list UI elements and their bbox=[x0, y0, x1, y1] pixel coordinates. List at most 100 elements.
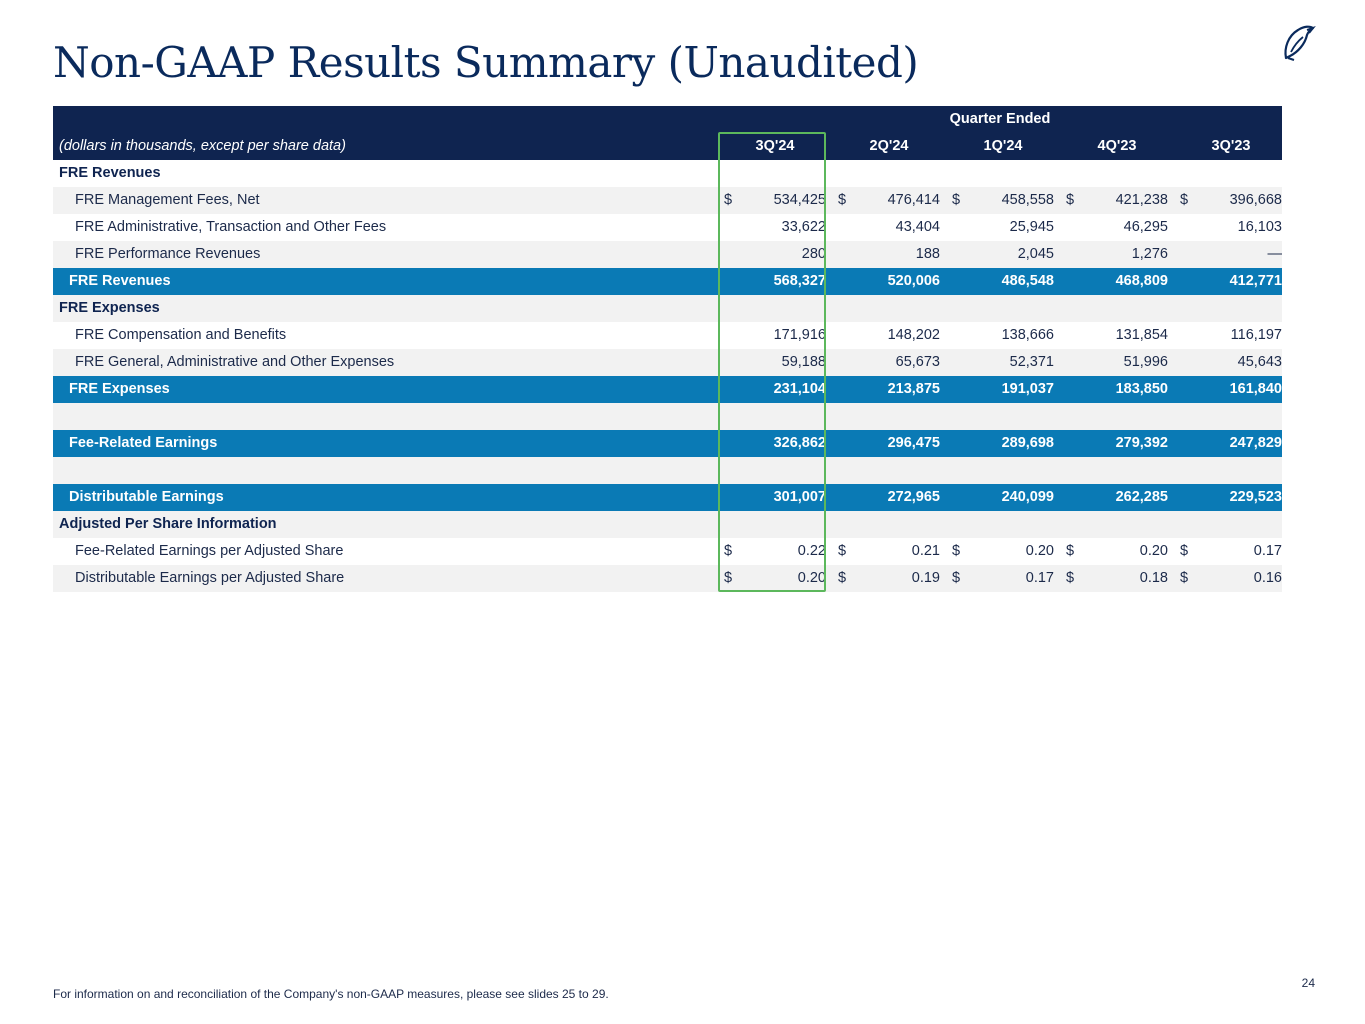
dollar-sign: $ bbox=[1180, 192, 1189, 208]
footnote: For information on and reconciliation of… bbox=[53, 987, 609, 1001]
cell-value: 280 bbox=[801, 246, 826, 262]
table-section-row: FRE Expenses bbox=[53, 295, 1282, 322]
cell-value: 520,006 bbox=[887, 273, 940, 289]
row-label: FRE Management Fees, Net bbox=[75, 192, 260, 208]
column-header: 2Q'24 bbox=[869, 138, 909, 154]
table-caption: (dollars in thousands, except per share … bbox=[59, 138, 346, 154]
dollar-sign: $ bbox=[838, 543, 847, 559]
cell-value: 171,916 bbox=[773, 327, 826, 343]
results-table: Quarter Ended (dollars in thousands, exc… bbox=[53, 106, 1282, 592]
cell-value: 279,392 bbox=[1115, 435, 1168, 451]
table-row: FRE General, Administrative and Other Ex… bbox=[53, 349, 1282, 376]
table-cell: 161,840 bbox=[1174, 376, 1288, 403]
cell-value: 534,425 bbox=[773, 192, 826, 208]
table-cell: 272,965 bbox=[832, 484, 946, 511]
table-cell: 116,197 bbox=[1174, 322, 1288, 349]
table-cell: $458,558 bbox=[946, 187, 1060, 214]
cell-value: 412,771 bbox=[1229, 273, 1282, 289]
row-label: FRE Compensation and Benefits bbox=[75, 327, 287, 343]
dollar-sign: $ bbox=[952, 192, 961, 208]
table-cell: 16,103 bbox=[1174, 214, 1288, 241]
cell-value: 468,809 bbox=[1115, 273, 1168, 289]
table-column-header: (dollars in thousands, except per share … bbox=[53, 133, 1282, 160]
table-cell: $0.22 bbox=[718, 538, 832, 565]
cell-value: 396,668 bbox=[1229, 192, 1282, 208]
table-cell: $0.21 bbox=[832, 538, 946, 565]
cell-value: 458,558 bbox=[1001, 192, 1054, 208]
column-header: 3Q'23 bbox=[1211, 138, 1251, 154]
table-row: Distributable Earnings per Adjusted Shar… bbox=[53, 565, 1282, 592]
cell-value: 0.16 bbox=[1253, 570, 1282, 586]
table-cell: $476,414 bbox=[832, 187, 946, 214]
table-cell: $0.20 bbox=[946, 538, 1060, 565]
cell-value: 138,666 bbox=[1001, 327, 1054, 343]
table-spacer-row bbox=[53, 403, 1282, 430]
dollar-sign: $ bbox=[1066, 570, 1075, 586]
bird-logo-icon bbox=[1284, 25, 1316, 61]
table-cell: 65,673 bbox=[832, 349, 946, 376]
table-cell: — bbox=[1174, 241, 1288, 268]
cell-value: 289,698 bbox=[1001, 435, 1054, 451]
cell-value: 229,523 bbox=[1229, 489, 1282, 505]
cell-value: 161,840 bbox=[1229, 381, 1282, 397]
cell-value: 131,854 bbox=[1115, 327, 1168, 343]
dollar-sign: $ bbox=[724, 192, 733, 208]
row-label: FRE Revenues bbox=[69, 273, 171, 289]
cell-value: 33,622 bbox=[781, 219, 826, 235]
table-spacer-row bbox=[53, 457, 1282, 484]
cell-value: 45,643 bbox=[1237, 354, 1282, 370]
table-cell: 247,829 bbox=[1174, 430, 1288, 457]
table-cell: 52,371 bbox=[946, 349, 1060, 376]
table-row: FRE Compensation and Benefits 171,916 148,… bbox=[53, 322, 1282, 349]
cell-value: 262,285 bbox=[1115, 489, 1168, 505]
table-cell: 240,099 bbox=[946, 484, 1060, 511]
cell-value: 52,371 bbox=[1009, 354, 1054, 370]
cell-value: 296,475 bbox=[887, 435, 940, 451]
column-header: 3Q'24 bbox=[755, 138, 795, 154]
table-cell: 280 bbox=[718, 241, 832, 268]
table-cell: 468,809 bbox=[1060, 268, 1174, 295]
cell-value: 326,862 bbox=[773, 435, 826, 451]
dollar-sign: $ bbox=[952, 543, 961, 559]
table-cell: 25,945 bbox=[946, 214, 1060, 241]
column-header: 1Q'24 bbox=[983, 138, 1023, 154]
table-row: FRE Administrative, Transaction and Othe… bbox=[53, 214, 1282, 241]
table-cell: $421,238 bbox=[1060, 187, 1174, 214]
cell-value: 25,945 bbox=[1009, 219, 1054, 235]
cell-value: 0.17 bbox=[1025, 570, 1054, 586]
table-cell: $0.19 bbox=[832, 565, 946, 592]
table-row: FRE Management Fees, Net $534,425 $476,414… bbox=[53, 187, 1282, 214]
cell-value: 16,103 bbox=[1237, 219, 1282, 235]
table-cell: 296,475 bbox=[832, 430, 946, 457]
cell-value: 213,875 bbox=[887, 381, 940, 397]
table-cell: 43,404 bbox=[832, 214, 946, 241]
table-cell: 520,006 bbox=[832, 268, 946, 295]
cell-value: 0.22 bbox=[797, 543, 826, 559]
table-body: FRE Revenues FRE Management Fees, Net $534… bbox=[53, 160, 1282, 592]
row-label: FRE Expenses bbox=[59, 300, 160, 316]
cell-value: 183,850 bbox=[1115, 381, 1168, 397]
cell-value: 0.20 bbox=[1025, 543, 1054, 559]
cell-value: 272,965 bbox=[887, 489, 940, 505]
cell-value: 0.21 bbox=[911, 543, 940, 559]
cell-value: 421,238 bbox=[1115, 192, 1168, 208]
table-cell: 262,285 bbox=[1060, 484, 1174, 511]
row-label: Distributable Earnings bbox=[69, 489, 224, 505]
cell-value: 0.20 bbox=[797, 570, 826, 586]
dollar-sign: $ bbox=[952, 570, 961, 586]
dollar-sign: $ bbox=[724, 543, 733, 559]
table-cell: 138,666 bbox=[946, 322, 1060, 349]
table-cell: 2,045 bbox=[946, 241, 1060, 268]
cell-value: 59,188 bbox=[781, 354, 826, 370]
cell-value: 116,197 bbox=[1230, 327, 1282, 343]
dollar-sign: $ bbox=[838, 192, 847, 208]
cell-value: 46,295 bbox=[1123, 219, 1168, 235]
table-cell: $396,668 bbox=[1174, 187, 1288, 214]
cell-value: 231,104 bbox=[773, 381, 826, 397]
cell-value: 148,202 bbox=[887, 327, 940, 343]
row-label: FRE Performance Revenues bbox=[75, 246, 261, 262]
table-cell: 1,276 bbox=[1060, 241, 1174, 268]
table-row: Fee-Related Earnings per Adjusted Share $… bbox=[53, 538, 1282, 565]
table-cell: $0.20 bbox=[718, 565, 832, 592]
table-cell: 568,327 bbox=[718, 268, 832, 295]
